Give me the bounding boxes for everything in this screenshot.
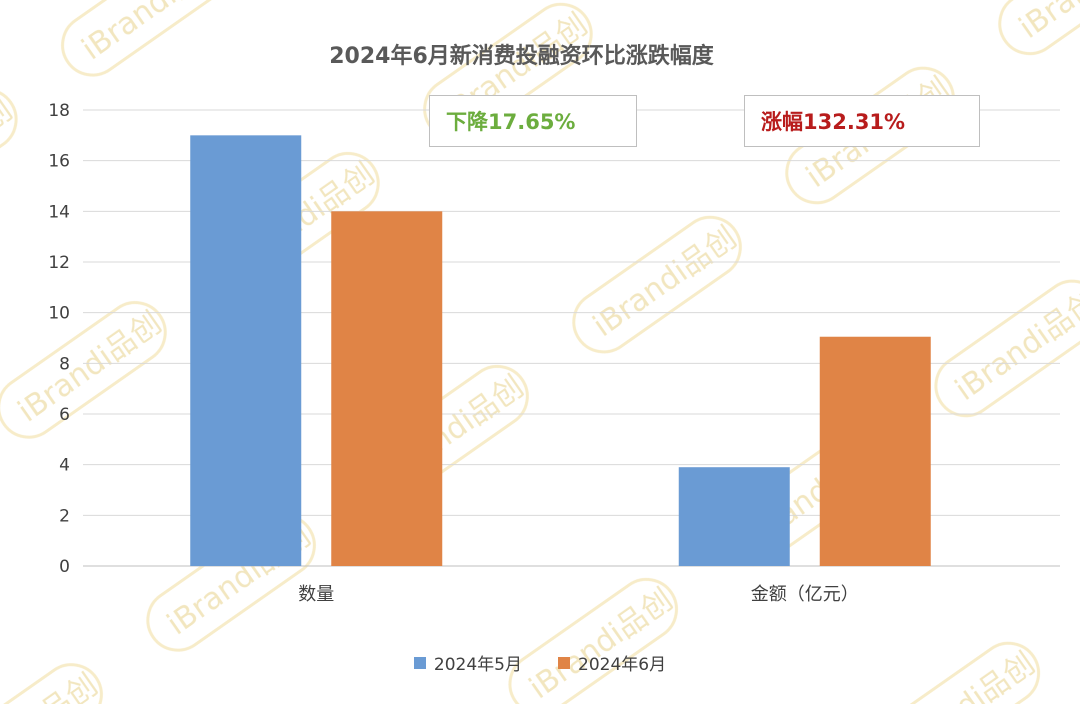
bar (331, 211, 443, 567)
legend-swatch-june (558, 656, 570, 669)
annotation-increase-box: 涨幅132.31% (744, 95, 980, 147)
bars (190, 135, 931, 567)
chart-title: 2024年6月新消费投融资环比涨跌幅度 (329, 44, 714, 69)
y-tick-label: 18 (48, 101, 70, 121)
legend-item-may: 2024年5月 (413, 650, 522, 675)
y-tick-label: 6 (59, 405, 70, 425)
annotation-decrease-box: 下降17.65% (429, 95, 637, 147)
legend-label-june: 2024年6月 (578, 655, 667, 675)
y-tick-label: 8 (59, 354, 70, 374)
y-tick-label: 16 (48, 152, 70, 172)
y-tick-label: 2 (59, 506, 70, 526)
y-tick-label: 0 (59, 557, 70, 577)
y-tick-label: 14 (48, 202, 70, 222)
annotation-decrease-text: 下降17.65% (446, 110, 576, 134)
x-category-label: 数量 (298, 584, 334, 605)
bar (819, 336, 931, 566)
x-category-label: 金额（亿元） (751, 584, 859, 605)
annotation-increase-text: 涨幅132.31% (761, 110, 906, 134)
legend-label-may: 2024年5月 (433, 655, 522, 675)
bar (190, 135, 302, 567)
bar (678, 467, 790, 566)
legend-swatch-may (413, 656, 426, 669)
y-axis-ticks: 0 2 4 6 8 10 12 14 16 18 (48, 101, 70, 577)
y-tick-label: 4 (59, 456, 70, 476)
legend: 2024年5月 2024年6月 (0, 650, 1080, 675)
legend-item-june: 2024年6月 (558, 650, 666, 675)
x-axis-categories: 数量 金额（亿元） (298, 584, 859, 605)
y-tick-label: 12 (48, 253, 70, 273)
y-tick-label: 10 (48, 304, 70, 324)
